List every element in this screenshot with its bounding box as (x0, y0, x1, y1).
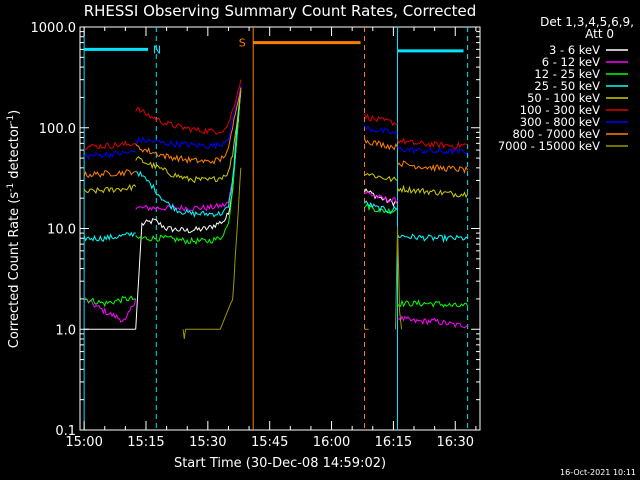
series-line (397, 137, 468, 150)
series-8 (182, 167, 403, 340)
x-tick-label: 15:15 (127, 435, 164, 450)
legend-entry-label: 7000 - 15000 keV (498, 139, 600, 153)
series-line (397, 184, 469, 199)
y-axis-label-sup2: -1 (6, 115, 16, 124)
series-0 (84, 87, 398, 330)
x-tick-label: 15:00 (65, 435, 102, 450)
series-line (83, 295, 136, 308)
y-axis-label-sup: -1 (6, 183, 16, 192)
footer-timestamp: 16-Oct-2021 10:11 (560, 468, 636, 477)
series-line (135, 91, 242, 184)
y-tick-label: 1.0 (55, 323, 76, 338)
series-layer (83, 79, 469, 340)
series-line (364, 138, 398, 151)
series-2 (83, 89, 469, 308)
series-line (397, 314, 468, 329)
y-tick-label: 0.1 (55, 424, 76, 439)
saa-bar-label: N (153, 43, 161, 56)
series-1 (83, 85, 468, 329)
axes-layer: 0.1 1.0 10.0 100.0 1000.0 15:00 15:15 15:30 15:4… (31, 21, 480, 450)
series-7 (83, 87, 469, 178)
y-axis-label: Corrected Count Rate (s-1 detector-1) (6, 110, 22, 348)
series-line (135, 89, 242, 246)
series-line (83, 169, 136, 178)
legend-entry-label: 25 - 50 keV (534, 79, 600, 93)
series-line (364, 191, 398, 205)
series-5 (84, 79, 468, 150)
y-axis-label-end: ) (7, 110, 22, 115)
series-6 (83, 85, 469, 161)
series-line (397, 160, 469, 174)
series-line (364, 125, 398, 135)
series-line (182, 167, 242, 340)
legend-header-line-1: Det 1,3,4,5,6,9, (540, 15, 634, 29)
series-line (83, 183, 137, 195)
series-4 (83, 91, 469, 199)
legend-entry-label: 50 - 100 keV (527, 91, 600, 105)
y-tick-label: 10.0 (47, 223, 76, 238)
series-line (135, 85, 242, 212)
y-axis-label-main: Corrected Count Rate (s (7, 192, 22, 349)
series-line (135, 87, 242, 330)
series-line (364, 113, 398, 127)
x-tick-label: 15:45 (251, 435, 288, 450)
x-tick-label: 16:00 (313, 435, 350, 450)
legend-entry-label: 6 - 12 keV (542, 55, 600, 69)
series-3 (83, 91, 468, 244)
x-tick-label: 16:30 (437, 435, 474, 450)
x-tick-label: 15:30 (189, 435, 226, 450)
series-line (135, 79, 242, 135)
legend-entry-label: 3 - 6 keV (549, 43, 600, 57)
legend-entry-label: 12 - 25 keV (534, 67, 600, 81)
series-line (397, 146, 469, 156)
series-line (84, 140, 136, 150)
legend-entry-label: 800 - 7000 keV (512, 127, 600, 141)
series-line (397, 233, 468, 244)
marker-layer: NS (83, 27, 469, 430)
series-line (83, 150, 136, 161)
series-line (83, 231, 136, 242)
y-axis-label-tail: detector (7, 123, 22, 183)
y-tick-label: 100.0 (39, 122, 76, 137)
x-tick-label: 16:15 (375, 435, 412, 450)
legend-header-line-2: Att 0 (585, 27, 614, 41)
flare-bar-label: S (239, 37, 246, 50)
chart-title: RHESSI Observing Summary Count Rates, Co… (84, 2, 477, 20)
legend-entry-label: 300 - 800 keV (520, 115, 600, 129)
series-line (135, 87, 242, 165)
series-line (135, 91, 242, 219)
series-line (83, 297, 137, 323)
series-line (364, 188, 398, 208)
legend-entry-label: 100 - 300 keV (520, 103, 600, 117)
x-axis-label: Start Time (30-Dec-08 14:59:02) (174, 456, 386, 471)
series-line (364, 172, 398, 183)
series-line (397, 299, 469, 308)
y-tick-label: 1000.0 (31, 21, 77, 36)
series-line (395, 226, 403, 330)
series-line (135, 85, 242, 150)
series-line (364, 200, 398, 214)
